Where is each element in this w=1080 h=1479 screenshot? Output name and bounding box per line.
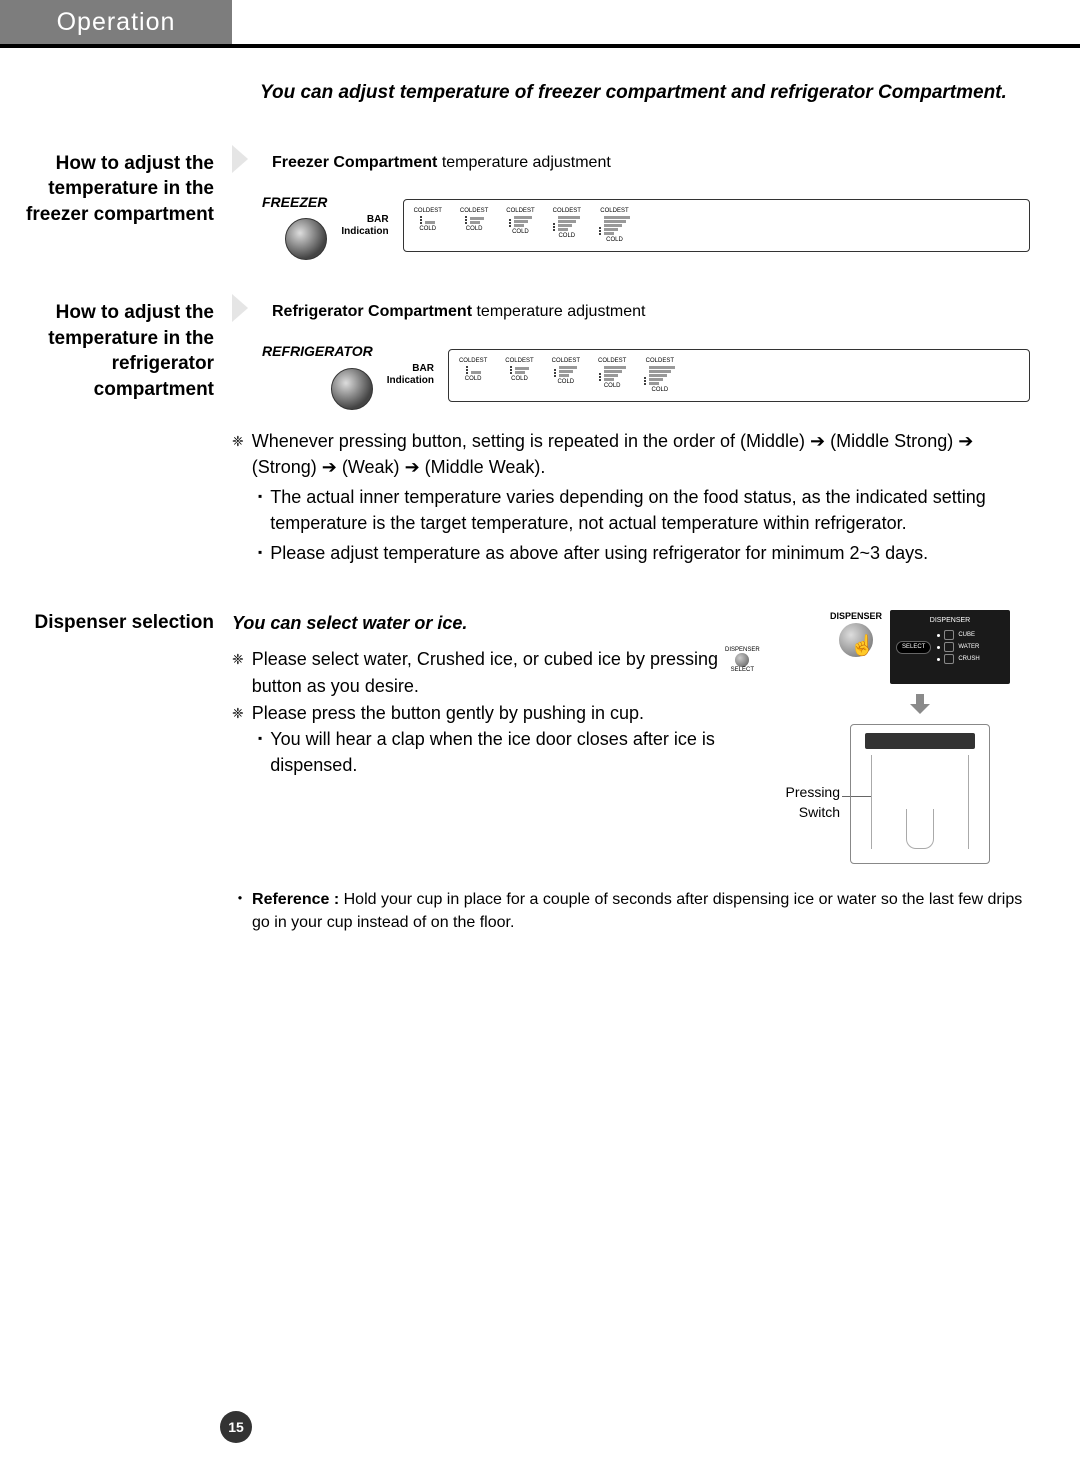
fridge-panel-label: REFRIGERATOR [262,341,373,361]
fridge-knob-icon [331,368,373,410]
select-pill: SELECT [896,641,931,654]
bar-column: COLDESTCOLD [644,358,675,393]
bar-column: COLDESTCOLD [599,208,630,243]
note-star-1: Whenever pressing button, setting is rep… [232,428,1030,480]
freezer-bar-box: COLDESTCOLD COLDESTCOLD COLDESTCOLD COLDEST… [403,199,1030,252]
note-sq-2: Please adjust temperature as above after… [232,540,1030,566]
freezer-section: How to adjust the temperature in the fre… [0,151,1030,270]
bar-column: COLDESTCOLD [553,208,581,243]
dispenser-knob-col: DISPENSER ☝ [830,610,882,657]
bar-column: COLDESTCOLD [598,358,626,393]
fridge-panel: REFRIGERATOR BARIndication COLDESTCOLDCO… [262,341,1030,409]
down-arrow-icon [908,692,932,716]
fridge-side-label: How to adjust the temperature in the ref… [0,300,232,570]
dispenser-body: You can select water or ice. Please sele… [232,610,1030,934]
freezer-body: Freezer Compartment temperature adjustme… [232,151,1030,270]
note-sq-1: The actual inner temperature varies depe… [232,484,1030,536]
dispenser-subhead: You can select water or ice. [232,610,794,636]
dispenser-screen: DISPENSER SELECT CUBEWATERCRUSH [890,610,1010,684]
dispenser-option: WATER [937,642,979,652]
dispenser-option: CUBE [937,630,979,640]
page-number: 15 [220,1411,252,1443]
dispenser-side-label: Dispenser selection [0,610,232,934]
reference-note: ・ Reference : Hold your cup in place for… [232,888,1030,934]
bar-column: COLDESTCOLD [459,358,487,393]
bar-column: COLDESTCOLD [552,358,580,393]
dispenser-figure: DISPENSER ☝ DISPENSER SELECT CUBEWATERCR… [810,610,1030,864]
header-bar: Operation [0,0,1080,48]
pressing-switch-label: Pressing Switch [770,782,840,823]
notes-block: Whenever pressing button, setting is rep… [232,428,1030,566]
dispenser-star-2: Please press the button gently by pushin… [232,700,794,726]
cup-icon [906,809,934,849]
dispenser-sq-1: You will hear a clap when the ice door c… [232,726,794,778]
fridge-body: Refrigerator Compartment temperature adj… [232,300,1030,570]
dispenser-inline-icon: DISPENSER SELECT [725,647,760,673]
freezer-heading: Freezer Compartment temperature adjustme… [232,151,1030,174]
page: Operation You can adjust temperature of … [0,0,1080,1479]
freezer-knob-icon [285,218,327,260]
dispenser-star-1: Please select water, Crushed ice, or cub… [232,646,794,699]
dispenser-option: CRUSH [937,654,979,664]
bar-column: COLDESTCOLD [506,208,534,243]
freezer-bar-label: BARIndication [341,214,388,238]
hand-icon: ☝ [850,632,875,661]
bar-column: COLDESTCOLD [414,208,442,243]
header-tab: Operation [0,0,232,44]
fridge-bar-label: BARIndication [387,363,434,387]
fridge-bar-box: COLDESTCOLD COLDESTCOLD COLDESTCOLD COLDEST… [448,349,1030,402]
freezer-panel: FREEZER BARIndication COLDESTCOLDCOLDEST… [262,192,1030,260]
dispenser-section: Dispenser selection You can select water… [0,610,1030,934]
freezer-panel-label: FREEZER [262,192,327,212]
fridge-section: How to adjust the temperature in the ref… [0,300,1030,570]
content: You can adjust temperature of freezer co… [0,80,1030,964]
fridge-dispenser-figure [850,724,990,864]
fridge-heading: Refrigerator Compartment temperature adj… [232,300,1030,323]
bar-column: COLDESTCOLD [460,208,488,243]
freezer-side-label: How to adjust the temperature in the fre… [0,151,232,270]
dispenser-knob-icon: ☝ [839,623,873,657]
bar-column: COLDESTCOLD [505,358,533,393]
intro-text: You can adjust temperature of freezer co… [260,80,1030,106]
